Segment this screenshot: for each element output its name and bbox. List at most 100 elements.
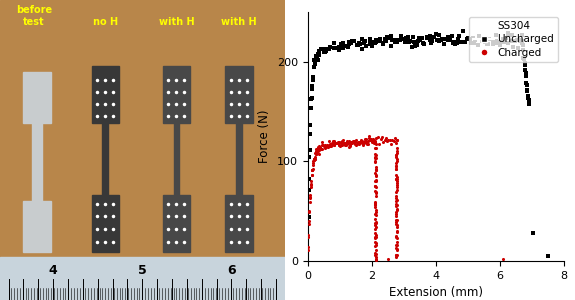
Point (461, 39, 470, 44)
Point (392, 235, 401, 240)
Point (331, 141, 340, 146)
Point (309, 161, 318, 166)
Point (354, 139, 363, 144)
Point (379, 139, 388, 144)
Point (392, 37, 401, 42)
Point (314, 53, 323, 58)
Point (392, 218, 401, 223)
Point (323, 47, 332, 52)
Point (384, 36, 393, 41)
Point (371, 170, 380, 175)
Point (333, 140, 342, 145)
Point (309, 158, 318, 162)
Point (392, 159, 401, 164)
Point (315, 147, 324, 152)
Point (371, 227, 380, 232)
Point (371, 159, 380, 164)
Point (304, 177, 313, 182)
Point (315, 144, 324, 149)
Bar (225, 66, 253, 123)
Point (392, 253, 401, 257)
Point (371, 235, 380, 240)
Point (314, 50, 323, 55)
Point (342, 44, 351, 48)
Point (495, 42, 504, 47)
Point (371, 179, 380, 184)
Point (500, 40, 509, 44)
Point (360, 38, 369, 43)
Point (375, 36, 384, 41)
Point (309, 159, 318, 164)
Point (387, 34, 396, 39)
Point (519, 47, 528, 52)
Point (474, 35, 483, 40)
Point (305, 148, 314, 153)
Point (336, 42, 346, 47)
Point (370, 252, 380, 257)
Point (484, 37, 493, 41)
Point (309, 157, 318, 161)
Point (388, 137, 397, 142)
Point (334, 140, 343, 145)
Point (392, 222, 401, 227)
Point (371, 201, 380, 206)
Point (324, 142, 333, 147)
Point (466, 37, 475, 42)
Point (313, 149, 322, 154)
Point (392, 210, 401, 214)
Point (329, 40, 338, 45)
Point (351, 138, 361, 143)
Point (371, 221, 380, 226)
Point (392, 235, 401, 240)
Point (325, 44, 335, 49)
Point (401, 36, 411, 41)
Point (461, 40, 470, 44)
Point (437, 36, 446, 41)
Point (345, 141, 354, 146)
Point (371, 38, 381, 43)
Legend: Uncharged, Charged: Uncharged, Charged (469, 17, 558, 62)
Point (318, 140, 327, 145)
Bar (91, 195, 119, 252)
Point (308, 163, 317, 168)
Point (450, 39, 459, 44)
Point (332, 141, 341, 146)
Point (306, 182, 316, 187)
Point (366, 138, 375, 142)
Point (358, 37, 367, 42)
Point (414, 38, 423, 43)
Point (450, 42, 459, 46)
Point (306, 185, 315, 190)
Point (313, 146, 323, 151)
Point (312, 55, 321, 60)
Point (392, 197, 401, 202)
Point (392, 167, 401, 171)
Point (349, 140, 358, 145)
Point (363, 139, 373, 144)
Point (392, 239, 401, 244)
Point (371, 184, 380, 189)
Point (310, 156, 320, 161)
Point (392, 137, 401, 142)
Point (358, 140, 367, 145)
Point (338, 139, 347, 144)
Point (434, 39, 443, 44)
Point (344, 138, 353, 143)
Point (345, 143, 354, 148)
Point (423, 36, 432, 41)
Point (382, 35, 392, 40)
Point (483, 42, 492, 47)
Point (508, 45, 518, 50)
Point (344, 144, 353, 149)
Point (346, 144, 355, 148)
Point (392, 221, 401, 226)
Point (305, 208, 314, 213)
Point (345, 42, 354, 47)
Point (371, 155, 380, 160)
Point (392, 150, 401, 155)
Point (488, 42, 497, 47)
Point (343, 44, 352, 49)
Point (507, 39, 516, 44)
Point (311, 150, 320, 154)
Point (489, 38, 498, 43)
